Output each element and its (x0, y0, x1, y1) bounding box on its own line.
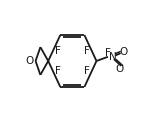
Text: N: N (109, 52, 117, 62)
Text: F: F (84, 66, 90, 76)
Text: O: O (116, 64, 124, 74)
Text: O: O (25, 56, 34, 66)
Text: F: F (55, 46, 61, 56)
Text: F: F (55, 66, 61, 76)
Text: F: F (105, 48, 111, 58)
Text: F: F (84, 46, 90, 56)
Text: O: O (119, 47, 127, 57)
